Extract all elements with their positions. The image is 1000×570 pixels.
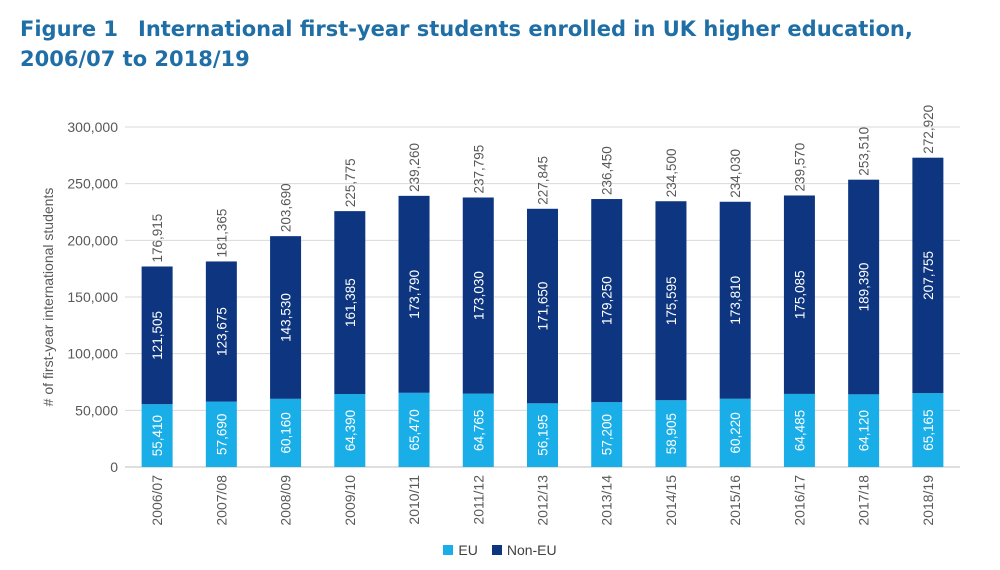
data-label-non-eu: 173,030 (471, 271, 486, 320)
data-label-non-eu: 123,675 (214, 307, 229, 356)
bar-non-eu (912, 157, 944, 394)
data-label-non-eu: 189,390 (857, 263, 872, 312)
data-label-total: 181,365 (214, 209, 229, 258)
x-tick-label: 2014/15 (663, 475, 679, 526)
bar-non-eu (783, 195, 815, 394)
data-label-eu: 55,410 (150, 415, 165, 456)
x-tick-label: 2006/07 (149, 475, 165, 526)
data-label-total: 176,915 (150, 214, 165, 263)
data-label-non-eu: 179,250 (600, 276, 615, 325)
data-label-total: 239,260 (407, 143, 422, 192)
y-tick-label: 250,000 (67, 176, 118, 192)
x-tick-label: 2016/17 (791, 475, 807, 526)
data-label-total: 227,845 (536, 156, 551, 205)
y-tick-label: 200,000 (67, 232, 118, 248)
figure-heading: Figure 1 International first-year student… (20, 14, 980, 74)
bar-non-eu (848, 179, 880, 395)
bar-non-eu (719, 201, 751, 399)
x-tick-label: 2011/12 (470, 475, 486, 525)
data-label-non-eu: 161,385 (343, 278, 358, 327)
x-tick-label: 2017/18 (856, 475, 872, 526)
bar-non-eu (334, 211, 366, 395)
chart-legend: EU Non-EU (0, 542, 1000, 558)
legend-label-non-eu: Non-EU (506, 542, 557, 558)
data-label-eu: 64,120 (857, 410, 872, 451)
y-tick-label: 0 (110, 459, 118, 475)
bar-eu (334, 394, 366, 467)
data-label-eu: 65,165 (921, 409, 936, 450)
bar-eu (719, 398, 751, 467)
y-tick-label: 100,000 (67, 346, 118, 362)
data-label-total: 234,030 (728, 149, 743, 198)
bar-non-eu (141, 266, 173, 405)
data-label-total: 234,500 (664, 148, 679, 197)
data-label-eu: 60,220 (728, 412, 743, 453)
bar-eu (655, 400, 687, 467)
data-label-eu: 60,160 (279, 412, 294, 453)
figure-title: International first-year students enroll… (20, 17, 913, 71)
bar-non-eu (205, 261, 237, 402)
x-tick-label: 2018/19 (920, 475, 936, 526)
data-label-non-eu: 171,650 (536, 282, 551, 331)
data-label-eu: 64,485 (792, 410, 807, 451)
bar-non-eu (398, 195, 430, 393)
data-label-eu: 64,765 (471, 410, 486, 451)
data-label-non-eu: 143,530 (279, 293, 294, 342)
legend-item-non-eu: Non-EU (491, 542, 557, 558)
x-tick-label: 2010/11 (406, 475, 422, 525)
data-label-non-eu: 207,755 (921, 251, 936, 300)
bar-non-eu (527, 208, 558, 404)
y-tick-label: 50,000 (75, 402, 118, 418)
data-label-total: 236,450 (600, 146, 615, 195)
x-tick-label: 2008/09 (278, 475, 294, 526)
legend-swatch-eu (443, 545, 454, 555)
bar-eu (141, 404, 173, 467)
bar-eu (270, 398, 302, 467)
data-label-non-eu: 175,085 (792, 270, 807, 319)
data-label-total: 253,510 (857, 127, 872, 176)
bar-non-eu (462, 197, 494, 394)
bar-non-eu (591, 199, 623, 403)
y-tick-label: 150,000 (67, 289, 118, 305)
bar-eu (398, 392, 430, 467)
bar-eu (462, 393, 494, 467)
x-tick-label: 2007/08 (213, 475, 229, 526)
bar-eu (783, 393, 815, 467)
data-label-non-eu: 121,505 (150, 311, 165, 360)
bar-non-eu (270, 236, 302, 399)
data-label-total: 225,775 (343, 158, 358, 207)
x-tick-label: 2009/10 (342, 475, 358, 526)
data-label-eu: 57,200 (600, 414, 615, 455)
y-axis-title: # of first-year international students (40, 188, 56, 407)
x-tick-label: 2015/16 (727, 475, 743, 526)
data-label-non-eu: 173,810 (728, 276, 743, 325)
legend-label-eu: EU (458, 542, 478, 558)
data-label-total: 239,570 (792, 143, 807, 192)
bar-non-eu (655, 201, 687, 401)
bar-eu (527, 403, 558, 467)
legend-item-eu: EU (443, 542, 478, 558)
bar-eu (912, 393, 944, 467)
data-label-eu: 56,195 (536, 415, 551, 456)
data-label-eu: 64,390 (343, 410, 358, 451)
data-label-eu: 58,905 (664, 413, 679, 454)
figure-label: Figure 1 (20, 17, 119, 41)
data-label-non-eu: 175,595 (664, 276, 679, 325)
data-label-eu: 65,470 (407, 409, 422, 450)
x-tick-label: 2012/13 (535, 475, 551, 526)
data-label-non-eu: 173,790 (407, 270, 422, 319)
bar-eu (848, 394, 880, 467)
x-tick-label: 2013/14 (599, 475, 615, 526)
data-label-total: 237,795 (471, 145, 486, 194)
y-tick-label: 300,000 (67, 119, 118, 135)
data-label-eu: 57,690 (214, 414, 229, 455)
bar-eu (205, 401, 237, 467)
stacked-bar-chart: 0 50,000 100,000 150,000 200,000 250,000 300,0… (40, 105, 960, 526)
data-label-total: 203,690 (279, 183, 294, 232)
bar-eu (591, 402, 623, 467)
legend-swatch-non-eu (491, 545, 502, 555)
data-label-total: 272,920 (921, 105, 936, 154)
